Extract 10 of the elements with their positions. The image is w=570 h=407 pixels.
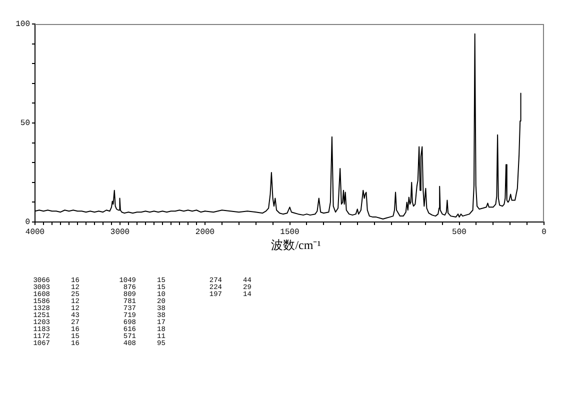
x-tick-label: 2000 [195, 228, 215, 237]
x-tick-label: 0 [542, 228, 547, 237]
x-tick-label: 1500 [280, 228, 300, 237]
x-tick-label: 3000 [110, 228, 130, 237]
x-tick-label: 500 [452, 228, 467, 237]
y-tick-label: 0 [25, 218, 30, 228]
x-tick-label: 4000 [25, 228, 45, 237]
y-tick-label: 50 [20, 119, 30, 128]
x-axis-title: 波数/cm⁻¹ [271, 238, 321, 252]
y-tick-label: 100 [16, 20, 30, 30]
